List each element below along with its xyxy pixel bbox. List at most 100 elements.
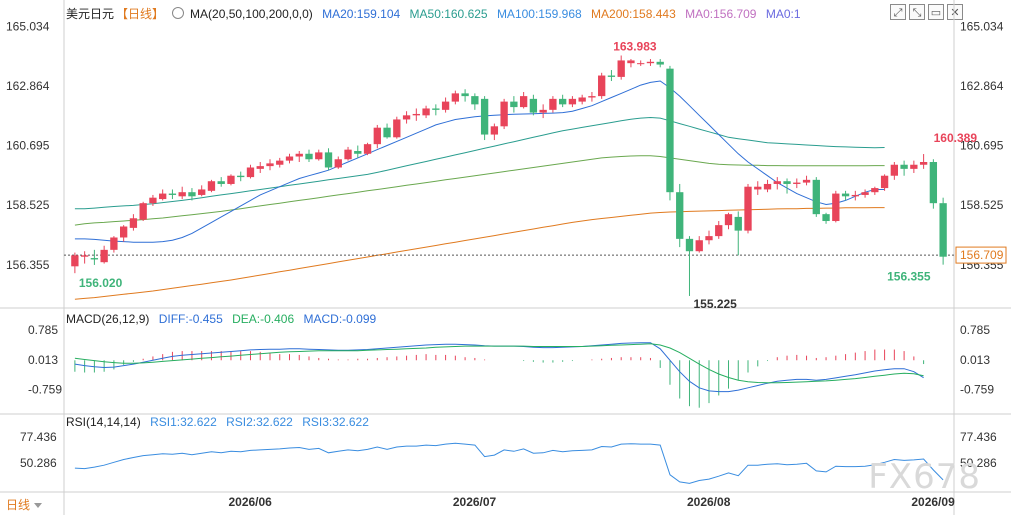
candle-body (919, 162, 928, 165)
macd-diff-label: DIFF:-0.455 (158, 312, 223, 326)
candle-body (480, 98, 489, 135)
macd-legend: MACD(26,12,9) DIFF:-0.455 DEA:-0.406 MAC… (66, 312, 382, 326)
watermark: FX678 (868, 457, 981, 497)
candle-body (159, 193, 167, 200)
rsi-legend: RSI(14,14,14) RSI1:32.622 RSI2:32.622 RS… (66, 415, 375, 429)
price-tick-left: 156.355 (6, 258, 50, 272)
macd-dea-line (74, 343, 924, 384)
annotation-start: 156.020 (79, 276, 123, 290)
candle-body (646, 61, 655, 64)
candle-body (217, 181, 225, 184)
candle-body (227, 175, 235, 184)
ma0a-label: MA0:156.709 (685, 7, 757, 21)
price-tick-right: 160.695 (960, 139, 1004, 153)
candle-body (539, 109, 547, 113)
candle-body (724, 214, 733, 226)
settings-icon[interactable] (172, 7, 185, 19)
candle-body (890, 164, 899, 176)
candle-body (676, 192, 684, 239)
candle-body (110, 237, 118, 250)
candle-body (178, 192, 186, 197)
candle-body (246, 167, 255, 178)
candle-body (100, 249, 108, 263)
candle-body (383, 127, 391, 138)
candle-body (783, 181, 791, 184)
candle-body (607, 75, 616, 77)
candle-body (832, 193, 840, 222)
ma200-label: MA200:158.443 (591, 7, 676, 21)
period-switch-button[interactable]: 日线 (6, 496, 43, 513)
candle-body (129, 218, 138, 228)
candle-body (207, 181, 216, 191)
annotation-low: 155.225 (693, 297, 737, 311)
candle-body (734, 216, 742, 231)
candle-body (432, 108, 440, 110)
line-ma50 (74, 116, 885, 210)
rsi3-label: RSI3:32.622 (302, 415, 369, 429)
candle-body (578, 97, 586, 102)
candle-body (139, 203, 147, 220)
line-ma20 (74, 80, 885, 243)
price-tick-right: 162.864 (960, 79, 1004, 93)
candle-body (822, 214, 830, 222)
candle-body (656, 61, 664, 65)
candle-body (90, 258, 99, 260)
ma50-label: MA50:160.625 (409, 7, 488, 21)
candle-body (80, 255, 89, 257)
candle-body (627, 60, 635, 64)
candle-body (910, 164, 918, 169)
candle-body (315, 152, 323, 160)
candle-body (617, 60, 625, 77)
candle-body (705, 236, 713, 241)
candle-body (568, 98, 577, 105)
macd-tick-right: 0.785 (960, 323, 990, 337)
candle-body (412, 113, 420, 116)
candle-body (558, 98, 567, 105)
candle-body (500, 101, 508, 127)
annotation-high: 163.983 (613, 39, 657, 53)
last-price-label: 156.709 (960, 248, 1004, 262)
shrink-icon[interactable]: ⤡ (909, 4, 925, 20)
candle-body (841, 193, 850, 197)
expand-icon[interactable]: ⤢ (890, 4, 906, 20)
price-legend: 美元日元 【日线】 MA(20,50,100,200,0,0) MA20:159.1… (66, 7, 807, 21)
rsi-name: RSI(14,14,14) (66, 415, 141, 429)
candle-body (763, 183, 772, 190)
candle-body (393, 119, 401, 138)
candle-body (119, 226, 128, 238)
chevron-down-icon (34, 503, 43, 508)
macd-tick-right: -0.759 (960, 382, 994, 396)
macd-diff-line (74, 342, 924, 393)
macd-tick-left: 0.013 (28, 353, 58, 367)
candle-body (861, 192, 869, 195)
symbol-label: 美元日元 (66, 7, 115, 21)
collapse-icon[interactable]: ▭ (928, 4, 944, 20)
candle-body (900, 164, 908, 169)
candle-body (422, 108, 430, 116)
rsi-tick-left: 77.436 (20, 430, 57, 444)
macd-tick-left: 0.785 (28, 323, 58, 337)
candle-body (71, 255, 79, 267)
candle-body (324, 152, 333, 168)
last-price-box (955, 246, 1007, 264)
x-axis-label: 2026/06 (228, 495, 272, 509)
period-label[interactable]: 【日线】 (116, 7, 165, 21)
ma-settings-label: MA(20,50,100,200,0,0) (190, 7, 313, 21)
candle-body (812, 179, 820, 215)
ma20-label: MA20:159.104 (322, 7, 401, 21)
rsi-line (74, 442, 944, 484)
candle-body (266, 163, 274, 167)
candle-body (305, 153, 313, 160)
x-axis-label: 2026/09 (911, 495, 955, 509)
rsi-tick-right: 50.286 (960, 456, 997, 470)
candle-body (334, 159, 342, 168)
candle-body (363, 144, 372, 154)
candle-body (451, 93, 460, 102)
close-icon[interactable]: ✕ (947, 4, 963, 20)
line-ma200 (74, 207, 885, 300)
candle-body (588, 96, 596, 98)
price-tick-right: 158.525 (960, 198, 1004, 212)
candle-body (461, 93, 469, 97)
